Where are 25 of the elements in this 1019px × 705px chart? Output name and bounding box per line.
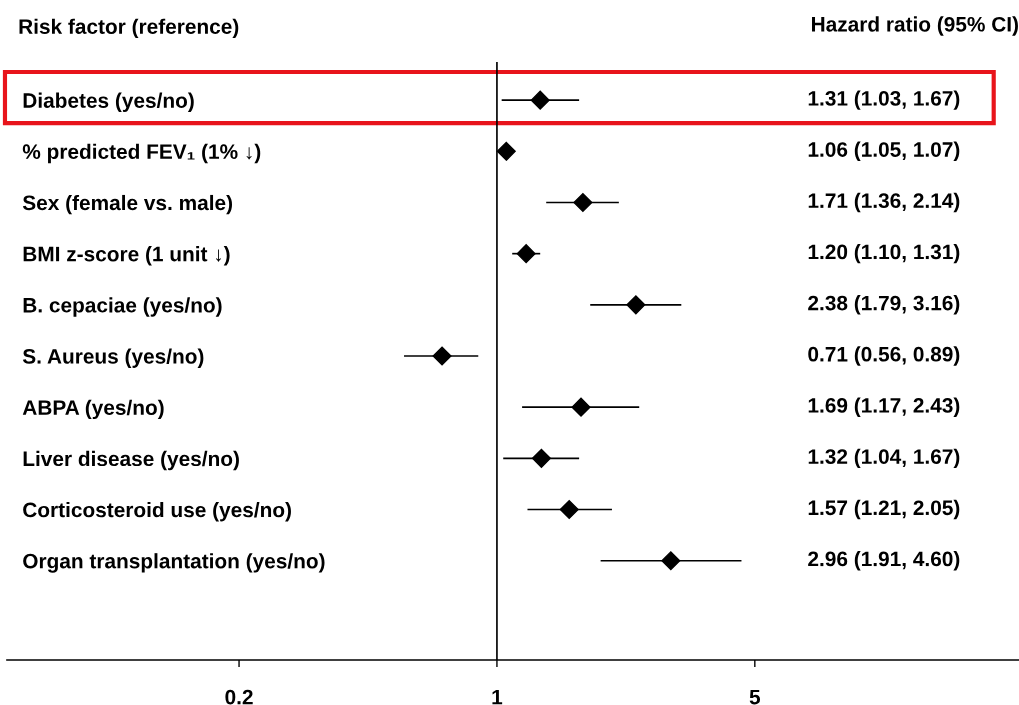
annotation: 1.71 (1.36, 2.14) <box>808 192 960 213</box>
annotation: 2.38 (1.79, 3.16) <box>808 295 960 315</box>
annotation: 1.32 (1.04, 1.67) <box>808 448 960 469</box>
y-tick-label: Diabetes (yes/no) <box>23 92 194 112</box>
y-tick-label: S. Aureus (yes/no) <box>22 348 204 368</box>
annotation: 1.69 (1.17, 2.43) <box>808 397 960 417</box>
y-tick-label: Sex (female vs. male) <box>22 194 233 215</box>
y-tick-label: BMI z-score (1 unit ↓) <box>23 246 230 266</box>
annotation: 1.06 (1.05, 1.07) <box>808 141 960 162</box>
annotation: 0.71 (0.56, 0.89) <box>808 346 960 366</box>
x-tick-label: 1 <box>492 689 503 705</box>
y-axis-title: Risk factor (reference) <box>19 18 239 39</box>
y-tick-label: B. cepaciae (yes/no) <box>23 297 222 317</box>
annotation: 2.96 (1.91, 4.60) <box>808 551 960 571</box>
y-tick-label: Organ transplantation (yes/no) <box>23 553 325 573</box>
y-tick-label: Liver disease (yes/no) <box>23 450 239 471</box>
y-tick-label: Corticosteroid use (yes/no) <box>23 501 291 522</box>
y-tick-label: ABPA (yes/no) <box>22 399 164 420</box>
annotation: 1.31 (1.03, 1.67) <box>808 90 960 110</box>
x-tick-label: 5 <box>749 689 761 705</box>
x-tick-label: 0.2 <box>225 689 253 705</box>
annotation: 1.57 (1.21, 2.05) <box>808 499 960 520</box>
y-tick-label: % predicted FEV₁ (1% ↓) <box>22 143 261 164</box>
annotation: 1.20 (1.10, 1.31) <box>808 243 960 264</box>
chart-title: Hazard ratio (95% CI) <box>812 16 1018 36</box>
